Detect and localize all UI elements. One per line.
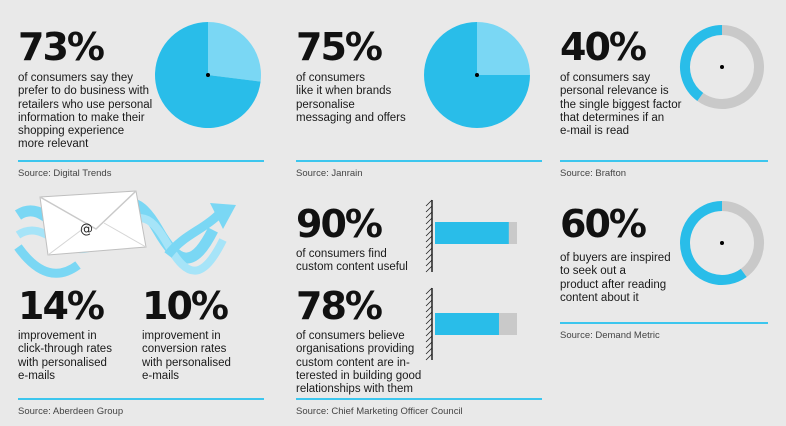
at-sign: @ (80, 222, 93, 237)
wall-hatch (425, 341, 433, 349)
wall-hatch (425, 199, 433, 207)
stat-text-90: of consumers find custom content useful (296, 248, 408, 274)
divider (18, 398, 264, 400)
donut-60-remainder-40 (721, 201, 764, 277)
wall-hatch (425, 293, 433, 301)
stat-value-60: 60% (560, 202, 647, 246)
stat-text-60: of buyers are inspired to seek out a pro… (560, 252, 671, 304)
stat-text-40: of consumers say personal relevance is t… (560, 72, 682, 138)
stat-text-14: improvement in click-through rates with … (18, 330, 112, 382)
wall-hatch (425, 253, 433, 261)
wall-hatch (425, 335, 433, 343)
wall-hatch (425, 235, 433, 243)
source-digital-trends: Source: Digital Trends (18, 168, 112, 179)
stat-text-75: of consumers like it when brands persona… (296, 72, 406, 124)
divider (296, 398, 542, 400)
wall-hatch (425, 305, 433, 313)
source-janrain: Source: Janrain (296, 168, 363, 179)
source-cmo-council: Source: Chief Marketing Officer Council (296, 406, 463, 417)
donut-center-dot (720, 65, 724, 69)
donut-40-value-40 (680, 25, 723, 101)
donut-60-value-60 (680, 201, 747, 285)
wall-hatch (425, 223, 433, 231)
wall-hatch (425, 265, 433, 273)
pie-center-dot (206, 73, 210, 77)
divider (18, 160, 264, 162)
wall-hatch (425, 317, 433, 325)
donut-40-remainder-60 (697, 25, 764, 109)
envelope-icon: @ (39, 190, 147, 256)
wall-hatch (425, 205, 433, 213)
stat-value-73: 73% (18, 25, 105, 69)
wall-hatch (425, 329, 433, 337)
wall-hatch (425, 247, 433, 255)
divider (560, 160, 768, 162)
wall-hatch (425, 299, 433, 307)
stat-value-90: 90% (296, 202, 383, 246)
stat-value-10: 10% (142, 284, 229, 328)
bar-value-78 (435, 313, 499, 335)
donut-center-dot (720, 241, 724, 245)
stat-value-40: 40% (560, 25, 647, 69)
stat-text-10: improvement in conversion rates with per… (142, 330, 231, 382)
wall-hatch (425, 217, 433, 225)
wall-hatch (425, 323, 433, 331)
wall-hatch (425, 229, 433, 237)
bar-value-90 (435, 222, 509, 244)
stat-text-73: of consumers say they prefer to do busin… (18, 72, 153, 151)
pie-73-slice-27 (208, 22, 262, 82)
source-brafton: Source: Brafton (560, 168, 627, 179)
stat-text-78: of consumers believe organisations provi… (296, 330, 422, 396)
stat-value-78: 78% (296, 284, 383, 328)
pie-center-dot (475, 73, 479, 77)
wall-hatch (425, 347, 433, 355)
stat-value-75: 75% (296, 25, 383, 69)
email-arrow-illustration: @ (14, 190, 236, 278)
wall-hatch (425, 259, 433, 267)
wall-hatch (425, 311, 433, 319)
pie-75-slice-25 (477, 22, 530, 75)
wall-hatch (425, 353, 433, 361)
stat-value-14: 14% (18, 284, 105, 328)
wall-hatch (425, 211, 433, 219)
source-demand-metric: Source: Demand Metric (560, 330, 660, 341)
wall-hatch (425, 287, 433, 295)
divider (560, 322, 768, 324)
wall-hatch (425, 241, 433, 249)
divider (296, 160, 542, 162)
source-aberdeen: Source: Aberdeen Group (18, 406, 124, 417)
